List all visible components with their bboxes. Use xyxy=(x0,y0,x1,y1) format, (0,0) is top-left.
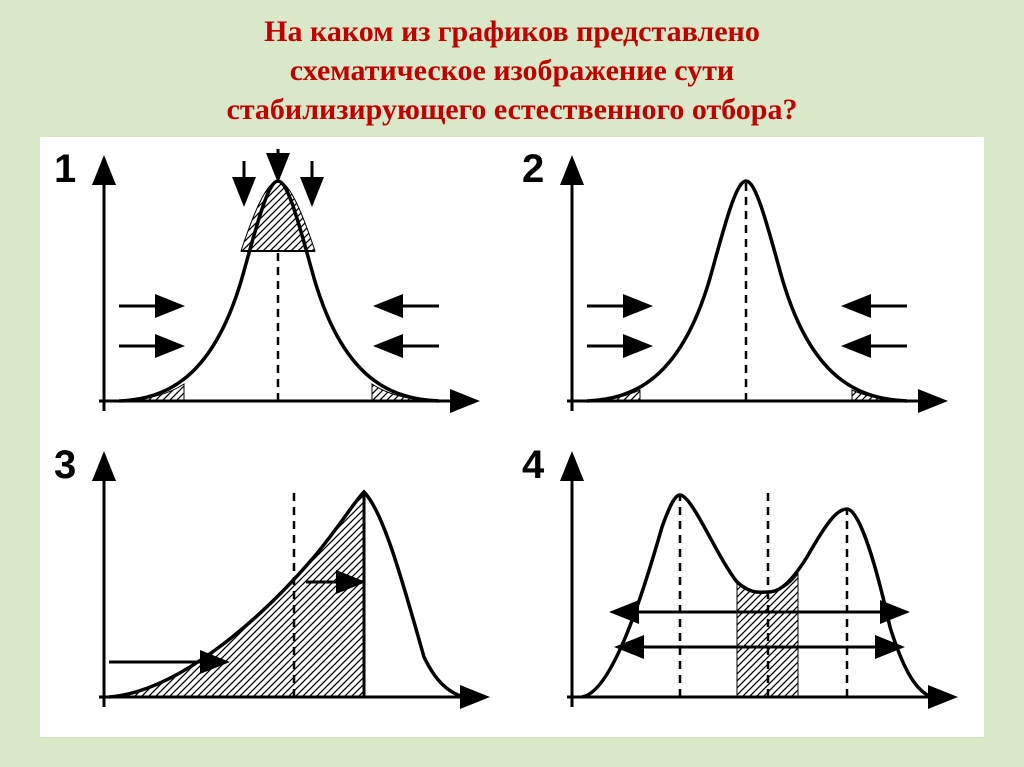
panel-1-label: 1 xyxy=(54,147,76,192)
panel-1-svg xyxy=(44,141,512,437)
panel-2-svg xyxy=(512,141,980,437)
panel-1: 1 xyxy=(44,141,512,437)
panel-2: 2 xyxy=(512,141,980,437)
title-line-2: схематическое изображение сути xyxy=(290,54,734,87)
panel-4-svg xyxy=(512,437,980,733)
question-title: На каком из графиков представлено схемат… xyxy=(0,0,1024,137)
title-line-3: стабилизирующего естественного отбора? xyxy=(227,93,798,126)
panel-3: 3 xyxy=(44,437,512,733)
title-line-1: На каком из графиков представлено xyxy=(264,15,760,48)
chart-grid: 1 xyxy=(40,137,984,737)
panel-4-label: 4 xyxy=(522,443,544,488)
panel-3-svg xyxy=(44,437,512,733)
panel-4: 4 xyxy=(512,437,980,733)
panel-3-label: 3 xyxy=(54,443,76,488)
panel-2-label: 2 xyxy=(522,147,544,192)
